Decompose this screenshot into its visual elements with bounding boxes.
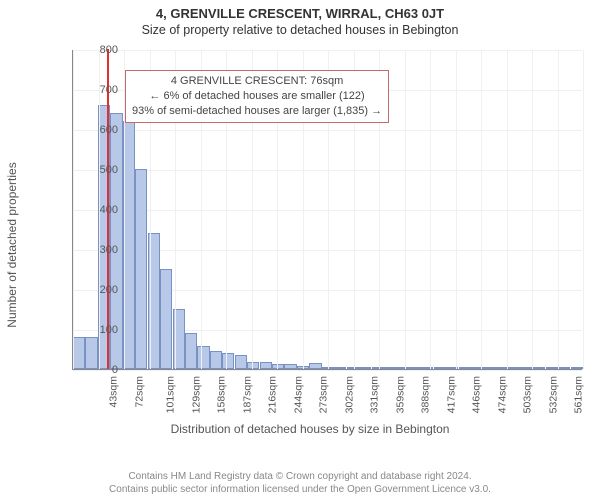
histogram-bar <box>210 351 222 369</box>
x-tick-label: 503sqm <box>521 376 533 413</box>
histogram-bar <box>459 367 471 369</box>
y-tick-label: 800 <box>82 44 118 56</box>
gridline-v <box>507 50 508 369</box>
x-axis-label: Distribution of detached houses by size … <box>30 422 590 436</box>
gridline-v <box>73 50 74 369</box>
histogram-bar <box>558 367 570 369</box>
x-tick-label: 532sqm <box>547 376 559 413</box>
histogram-bar <box>309 363 321 369</box>
histogram-bar <box>359 367 371 369</box>
y-tick-label: 500 <box>82 164 118 176</box>
gridline-v <box>583 50 584 369</box>
histogram-bar <box>334 367 346 369</box>
y-tick-label: 700 <box>82 84 118 96</box>
y-tick-label: 600 <box>82 124 118 136</box>
x-tick-label: 216sqm <box>266 376 278 413</box>
histogram-bar <box>508 367 520 369</box>
histogram-bar <box>372 367 384 369</box>
gridline-v <box>532 50 533 369</box>
gridline-v <box>430 50 431 369</box>
histogram-bar <box>384 367 396 369</box>
chart-subtitle: Size of property relative to detached ho… <box>0 21 600 37</box>
x-tick-label: 72sqm <box>133 376 145 408</box>
x-ticks: 43sqm 72sqm 101sqm 129sqm 158sqm 187sqm 216sqm… <box>72 372 582 422</box>
x-tick-label: 244sqm <box>292 376 304 413</box>
x-tick-label: 187sqm <box>241 376 253 413</box>
annotation-line2: ← 6% of detached houses are smaller (122… <box>132 89 382 104</box>
gridline-h <box>73 370 582 371</box>
gridline-v <box>558 50 559 369</box>
x-tick-label: 302sqm <box>343 376 355 413</box>
x-tick-label: 417sqm <box>445 376 457 413</box>
address-title: 4, GRENVILLE CRESCENT, WIRRAL, CH63 0JT <box>0 0 600 21</box>
histogram-bar <box>160 269 172 369</box>
histogram-bar <box>483 367 495 369</box>
x-tick-label: 446sqm <box>470 376 482 413</box>
gridline-v <box>405 50 406 369</box>
histogram-bar <box>272 364 284 369</box>
x-tick-label: 101sqm <box>164 376 176 413</box>
x-tick-label: 388sqm <box>419 376 431 413</box>
chart-container: Number of detached properties 4 GRENVILL… <box>30 46 590 444</box>
annotation-line3: 93% of semi-detached houses are larger (… <box>132 104 382 119</box>
x-tick-label: 331sqm <box>368 376 380 413</box>
histogram-bar <box>409 367 421 369</box>
y-tick-label: 400 <box>82 204 118 216</box>
histogram-bar <box>222 353 234 369</box>
histogram-bar <box>421 367 433 369</box>
footer-attribution: Contains HM Land Registry data © Crown c… <box>0 470 600 496</box>
x-tick-label: 273sqm <box>317 376 329 413</box>
x-tick-label: 561sqm <box>572 376 584 413</box>
annotation-line1: 4 GRENVILLE CRESCENT: 76sqm <box>132 74 382 89</box>
histogram-bar <box>185 333 197 369</box>
histogram-bar <box>546 367 558 369</box>
histogram-bar <box>571 367 583 369</box>
plot-area: 4 GRENVILLE CRESCENT: 76sqm ← 6% of deta… <box>72 50 582 370</box>
x-tick-label: 129sqm <box>190 376 202 413</box>
annotation-box: 4 GRENVILLE CRESCENT: 76sqm ← 6% of deta… <box>125 70 389 123</box>
histogram-bar <box>446 367 458 369</box>
gridline-v <box>481 50 482 369</box>
gridline-v <box>456 50 457 369</box>
y-axis-label: Number of detached properties <box>5 162 19 327</box>
x-tick-label: 474sqm <box>496 376 508 413</box>
histogram-bar <box>135 169 147 369</box>
x-tick-label: 43sqm <box>108 376 120 408</box>
y-tick-label: 200 <box>82 284 118 296</box>
histogram-bar <box>235 355 247 369</box>
histogram-bar <box>197 346 209 369</box>
histogram-bar <box>434 367 446 369</box>
histogram-bar <box>533 367 545 369</box>
y-tick-label: 300 <box>82 244 118 256</box>
y-tick-label: 0 <box>82 364 118 376</box>
histogram-bar <box>247 362 259 369</box>
y-tick-label: 100 <box>82 324 118 336</box>
histogram-bar <box>284 364 296 369</box>
histogram-bar <box>396 367 408 369</box>
x-tick-label: 359sqm <box>394 376 406 413</box>
footer-line2: Contains public sector information licen… <box>0 483 600 496</box>
x-tick-label: 158sqm <box>215 376 227 413</box>
histogram-bar <box>260 362 272 369</box>
footer-line1: Contains HM Land Registry data © Crown c… <box>0 470 600 483</box>
